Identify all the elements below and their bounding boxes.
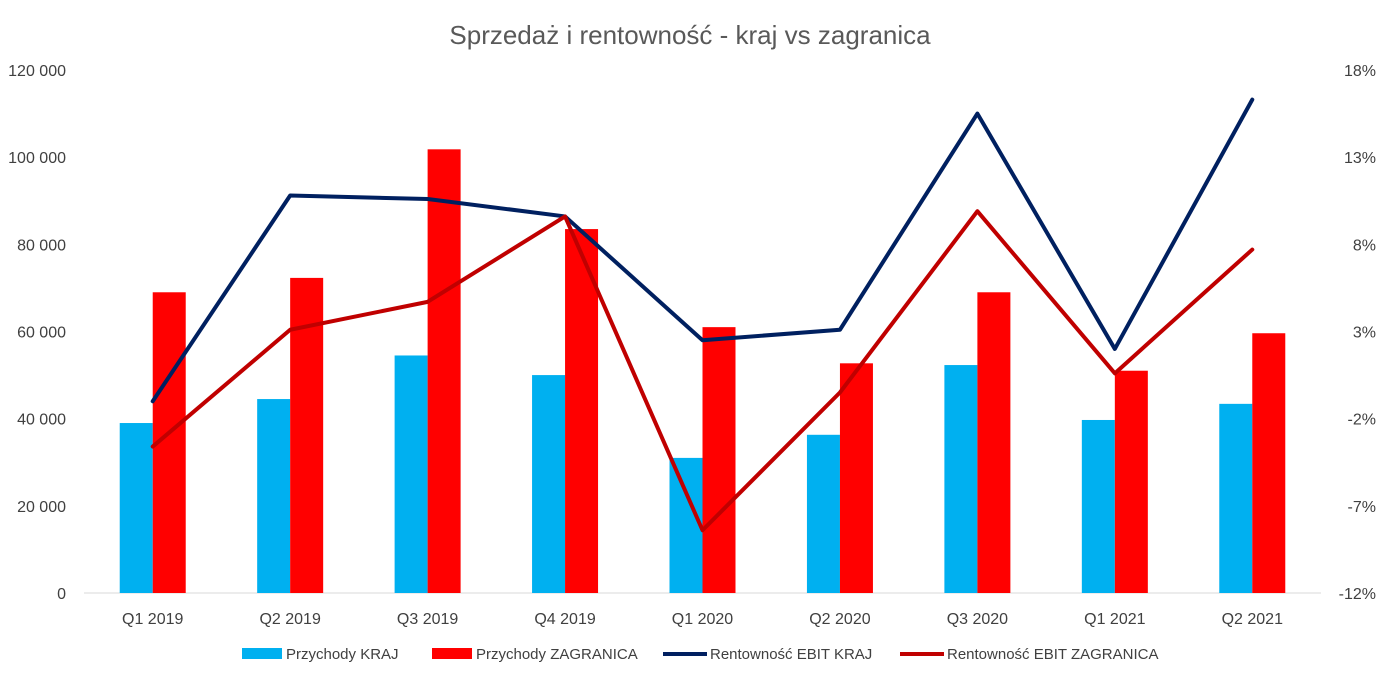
right-axis-tick-label: 18% xyxy=(1344,63,1376,80)
legend-item-przychody-kraj: Przychody KRAJ xyxy=(242,646,399,663)
right-axis-tick-label: 3% xyxy=(1353,325,1376,342)
right-axis-tick-label: 13% xyxy=(1344,150,1376,167)
x-axis-tick-label: Q1 2019 xyxy=(122,611,183,628)
left-axis-tick-label: 40 000 xyxy=(17,412,66,429)
legend-label: Przychody KRAJ xyxy=(286,646,399,663)
line-rentownosc-ebit-kraj xyxy=(150,97,1255,404)
legend-swatch xyxy=(432,648,472,659)
left-axis-tick-label: 80 000 xyxy=(17,237,66,254)
bar-przychody-zagranica xyxy=(1114,370,1148,593)
right-axis-tick-label: -7% xyxy=(1348,499,1376,516)
chart-title: Sprzedaż i rentowność - kraj vs zagranic… xyxy=(449,20,931,50)
bar-przychody-kraj xyxy=(257,399,291,593)
left-axis-tick-label: 20 000 xyxy=(17,499,66,516)
bar-przychody-zagranica xyxy=(1252,333,1286,593)
bar-series-group xyxy=(119,149,1286,594)
x-axis-tick-labels: Q1 2019 Q2 2019 Q3 2019 Q4 2019 Q1 2020 Q2 20… xyxy=(122,611,1283,628)
bar-przychody-zagranica xyxy=(839,363,873,593)
right-axis-tick-label: 8% xyxy=(1353,237,1376,254)
bar-przychody-zagranica xyxy=(565,229,599,593)
legend-label: Rentowność EBIT ZAGRANICA xyxy=(947,646,1158,663)
legend: Przychody KRAJ Przychody ZAGRANICA Rentown… xyxy=(242,646,1158,663)
x-axis-tick-label: Q1 2020 xyxy=(672,611,733,628)
x-axis-tick-label: Q3 2020 xyxy=(947,611,1008,628)
x-axis-tick-label: Q4 2019 xyxy=(534,611,595,628)
x-axis-tick-label: Q2 2020 xyxy=(809,611,870,628)
bar-przychody-kraj xyxy=(1219,403,1253,593)
x-axis-tick-label: Q3 2019 xyxy=(397,611,458,628)
bar-przychody-kraj xyxy=(119,423,153,593)
bar-przychody-zagranica xyxy=(702,327,736,593)
legend-label: Przychody ZAGRANICA xyxy=(476,646,638,663)
bar-przychody-kraj xyxy=(394,355,428,593)
bar-przychody-kraj xyxy=(669,457,703,593)
left-axis-tick-label: 120 000 xyxy=(8,63,66,80)
left-axis-tick-label: 0 xyxy=(57,586,66,603)
bar-przychody-zagranica xyxy=(977,292,1011,593)
legend-label: Rentowność EBIT KRAJ xyxy=(710,646,872,663)
x-axis-tick-label: Q2 2019 xyxy=(259,611,320,628)
line-series-group xyxy=(150,97,1255,533)
left-axis-tick-label: 100 000 xyxy=(8,150,66,167)
bar-przychody-kraj xyxy=(1081,419,1115,593)
left-axis-tick-labels: 0 20 000 40 000 60 000 80 000 100 000 120 000 xyxy=(8,63,66,603)
legend-swatch xyxy=(242,648,282,659)
right-axis-tick-label: -12% xyxy=(1339,586,1376,603)
x-axis-tick-label: Q2 2021 xyxy=(1222,611,1283,628)
bar-przychody-zagranica xyxy=(427,149,461,594)
left-axis-tick-label: 60 000 xyxy=(17,325,66,342)
right-axis-tick-label: -2% xyxy=(1348,412,1376,429)
bar-przychody-kraj xyxy=(944,365,978,593)
legend-item-rentownosc-ebit-zagranica: Rentowność EBIT ZAGRANICA xyxy=(900,646,1158,663)
x-axis-tick-label: Q1 2021 xyxy=(1084,611,1145,628)
legend-item-rentownosc-ebit-kraj: Rentowność EBIT KRAJ xyxy=(663,646,872,663)
right-axis-tick-labels: -12% -7% -2% 3% 8% 13% 18% xyxy=(1339,63,1376,603)
legend-item-przychody-zagranica: Przychody ZAGRANICA xyxy=(432,646,638,663)
bar-przychody-kraj xyxy=(532,375,566,593)
bar-przychody-kraj xyxy=(806,434,840,593)
line-rentownosc-ebit-zagranica xyxy=(150,209,1255,533)
